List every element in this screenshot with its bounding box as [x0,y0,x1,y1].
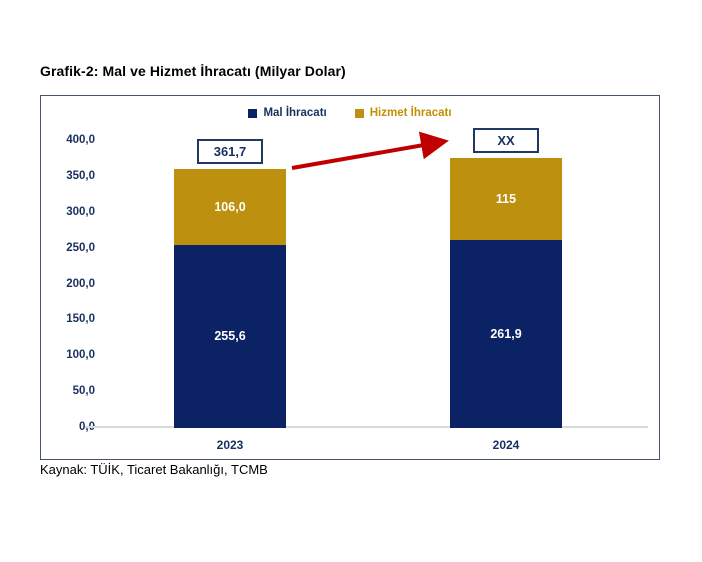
legend-label-mal: Mal İhracatı [263,107,327,119]
segment-value-label: 106,0 [214,199,246,214]
legend-label-hizmet: Hizmet İhracatı [369,107,452,119]
chart-title: Grafik-2: Mal ve Hizmet İhracatı (Milyar… [40,63,346,79]
plot-area: Mal İhracatı Hizmet İhracatı 400,0 350,0 3… [40,95,660,460]
total-label-box-2023: 361,7 [197,138,263,164]
y-axis-tick-label: 350,0 [66,169,95,182]
bar-2023: 361,7 106,0 255,6 [174,138,286,428]
total-label-2023: 361,7 [213,143,247,159]
y-axis-tick-label: 300,0 [66,205,95,218]
segment-value-label: 115 [495,191,517,206]
bar-segment-mal-2023: 255,6 [174,244,286,428]
y-axis-tick-label: 50,0 [72,385,95,398]
source-note: Kaynak: TÜİK, Ticaret Bakanlığı, TCMB [40,462,268,477]
legend-item-hizmet: Hizmet İhracatı [354,107,452,119]
legend-swatch-hizmet-icon [354,108,364,118]
x-axis-label-2023: 2023 [216,438,244,452]
y-axis-tick-label: 400,0 [66,134,95,146]
legend: Mal İhracatı Hizmet İhracatı [41,107,659,119]
y-axis-tick-label: 250,0 [66,241,95,254]
segment-value-label: 255,6 [214,329,246,344]
bar-segment-hizmet-2023: 106,0 [174,168,286,245]
x-axis-baseline [85,426,648,428]
bar-segment-hizmet-2024: 115 [450,157,562,241]
total-label-box-2024: XX [473,127,539,153]
x-axis-label-2024: 2024 [492,438,520,452]
segment-value-label: 261,9 [490,327,522,342]
legend-swatch-mal-icon [248,108,258,118]
y-axis-tick-label: 150,0 [66,313,95,326]
total-label-2024: XX [497,132,515,148]
trend-arrow-icon [291,131,449,170]
y-axis-tick-label: 100,0 [66,349,95,362]
y-axis-tick-label: 200,0 [66,277,95,290]
bar-2024: XX 115 261,9 [450,127,562,428]
bar-segment-mal-2024: 261,9 [450,240,562,428]
legend-item-mal: Mal İhracatı [248,107,327,119]
